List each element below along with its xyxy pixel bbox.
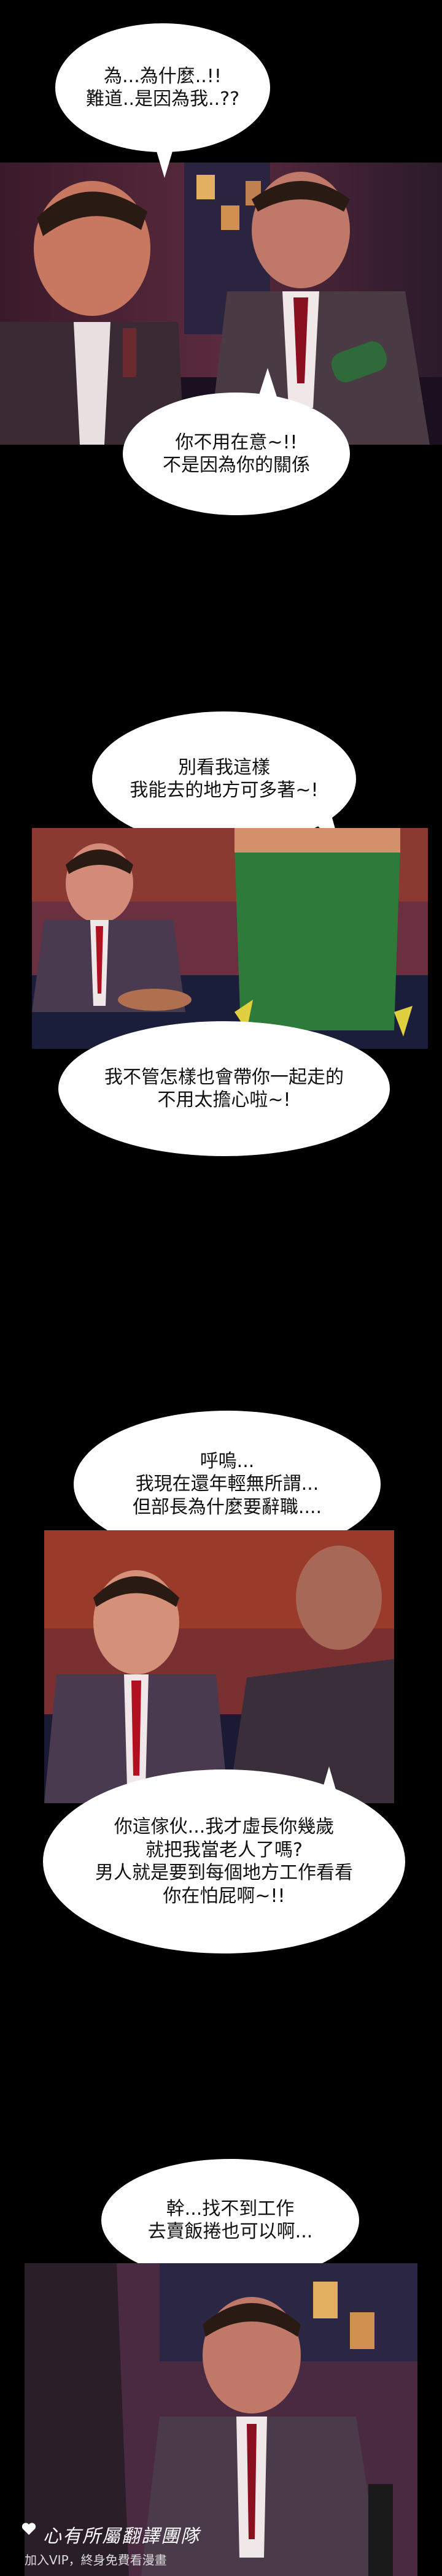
speech-bubble-1-text: 為...為什麼..!! 難道..是因為我..??: [86, 65, 239, 110]
speech-bubble-2: 你不用在意~!! 不是因為你的關係: [123, 393, 350, 515]
watermark-title: 心有所屬翻譯團隊: [43, 2526, 200, 2547]
comic-panel-2: [32, 828, 428, 1049]
speech-bubble-1: 為...為什麼..!! 難道..是因為我..??: [55, 23, 270, 152]
speech-bubble-4-text: 我不管怎樣也會帶你一起走的 不用太擔心啦~!: [104, 1066, 344, 1111]
speech-bubble-6-tail: [319, 1766, 339, 1800]
comic-panel-4: [25, 2263, 417, 2576]
speech-bubble-3: 別看我這樣 我能去的地方可多著~!: [92, 711, 356, 846]
panel-2-illustration: [32, 828, 428, 1049]
panel-4-illustration: [25, 2263, 417, 2576]
speech-bubble-2-tail: [258, 368, 277, 399]
heart-icon: [21, 2523, 36, 2535]
speech-bubble-3-text: 別看我這樣 我能去的地方可多著~!: [130, 756, 319, 802]
speech-bubble-2-text: 你不用在意~!! 不是因為你的關係: [163, 431, 310, 477]
speech-bubble-6: 你這傢伙...我才虛長你幾歲 就把我當老人了嗎? 男人就是要到每個地方工作看看 …: [43, 1769, 405, 1953]
speech-bubble-7: 幹...找不到工作 去賣飯捲也可以啊...: [101, 2159, 359, 2282]
comic-panel-3: [44, 1530, 394, 1803]
speech-bubble-1-tail: [153, 141, 176, 178]
speech-bubble-7-text: 幹...找不到工作 去賣飯捲也可以啊...: [147, 2198, 313, 2243]
speech-bubble-6-text: 你這傢伙...我才虛長你幾歲 就把我當老人了嗎? 男人就是要到每個地方工作看看 …: [95, 1816, 353, 1907]
translation-watermark: 心有所屬翻譯團隊 加入VIP，終身免費看漫畫: [0, 2496, 442, 2576]
speech-bubble-4: 我不管怎樣也會帶你一起走的 不用太擔心啦~!: [58, 1021, 390, 1156]
panel-3-illustration: [44, 1530, 394, 1803]
speech-bubble-5-text: 呼嗚... 我現在還年輕無所謂... 但部長為什麼要辭職....: [132, 1450, 322, 1518]
watermark-subtitle: 加入VIP，終身免費看漫畫: [25, 2553, 167, 2567]
